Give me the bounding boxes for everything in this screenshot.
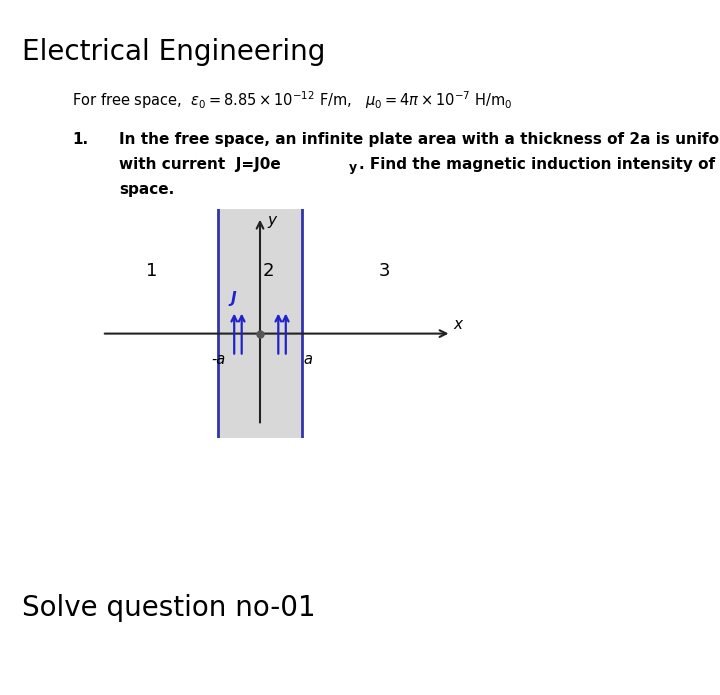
Text: J: J	[230, 291, 235, 306]
Text: . Find the magnetic induction intensity of each point in the: . Find the magnetic induction intensity …	[359, 157, 720, 172]
Text: y: y	[268, 213, 276, 228]
Text: a: a	[304, 352, 312, 368]
Bar	[218, 208, 302, 438]
Text: 1.: 1.	[72, 132, 88, 147]
Text: y: y	[348, 161, 356, 174]
Text: space.: space.	[119, 182, 174, 197]
Text: Electrical Engineering: Electrical Engineering	[22, 38, 325, 66]
Text: Solve question no-01: Solve question no-01	[22, 594, 315, 622]
Text: 3: 3	[379, 262, 390, 280]
Text: -a: -a	[211, 352, 225, 368]
Text: x: x	[454, 317, 462, 332]
Text: For free space,  $\varepsilon_0 = 8.85\times10^{-12}$ F/m,   $\mu_0 = 4\pi\times: For free space, $\varepsilon_0 = 8.85\ti…	[72, 89, 513, 111]
Text: 2: 2	[263, 262, 274, 280]
Text: In the free space, an infinite plate area with a thickness of 2a is uniformly di: In the free space, an infinite plate are…	[119, 132, 720, 147]
Text: 1: 1	[146, 262, 158, 280]
Text: with current  J=J0e: with current J=J0e	[119, 157, 281, 172]
